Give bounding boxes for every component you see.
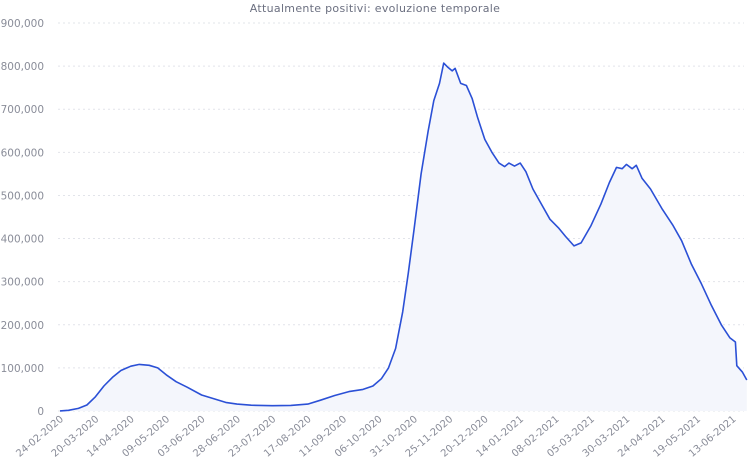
- y-tick-label: 700,000: [1, 104, 44, 116]
- y-tick-label: 600,000: [1, 147, 44, 159]
- y-tick-label: 0: [37, 406, 44, 418]
- y-tick-label: 900,000: [1, 18, 44, 30]
- y-tick-label: 200,000: [1, 320, 44, 332]
- series-line[interactable]: [59, 62, 748, 412]
- y-tick-label: 400,000: [1, 234, 44, 246]
- area-fill: [60, 63, 747, 411]
- y-tick-label: 800,000: [1, 61, 44, 73]
- y-tick-label: 500,000: [1, 190, 44, 202]
- chart-title: Attualmente positivi: evoluzione tempora…: [249, 2, 501, 15]
- y-tick-label: 300,000: [1, 277, 44, 289]
- y-tick-label: 100,000: [1, 363, 44, 375]
